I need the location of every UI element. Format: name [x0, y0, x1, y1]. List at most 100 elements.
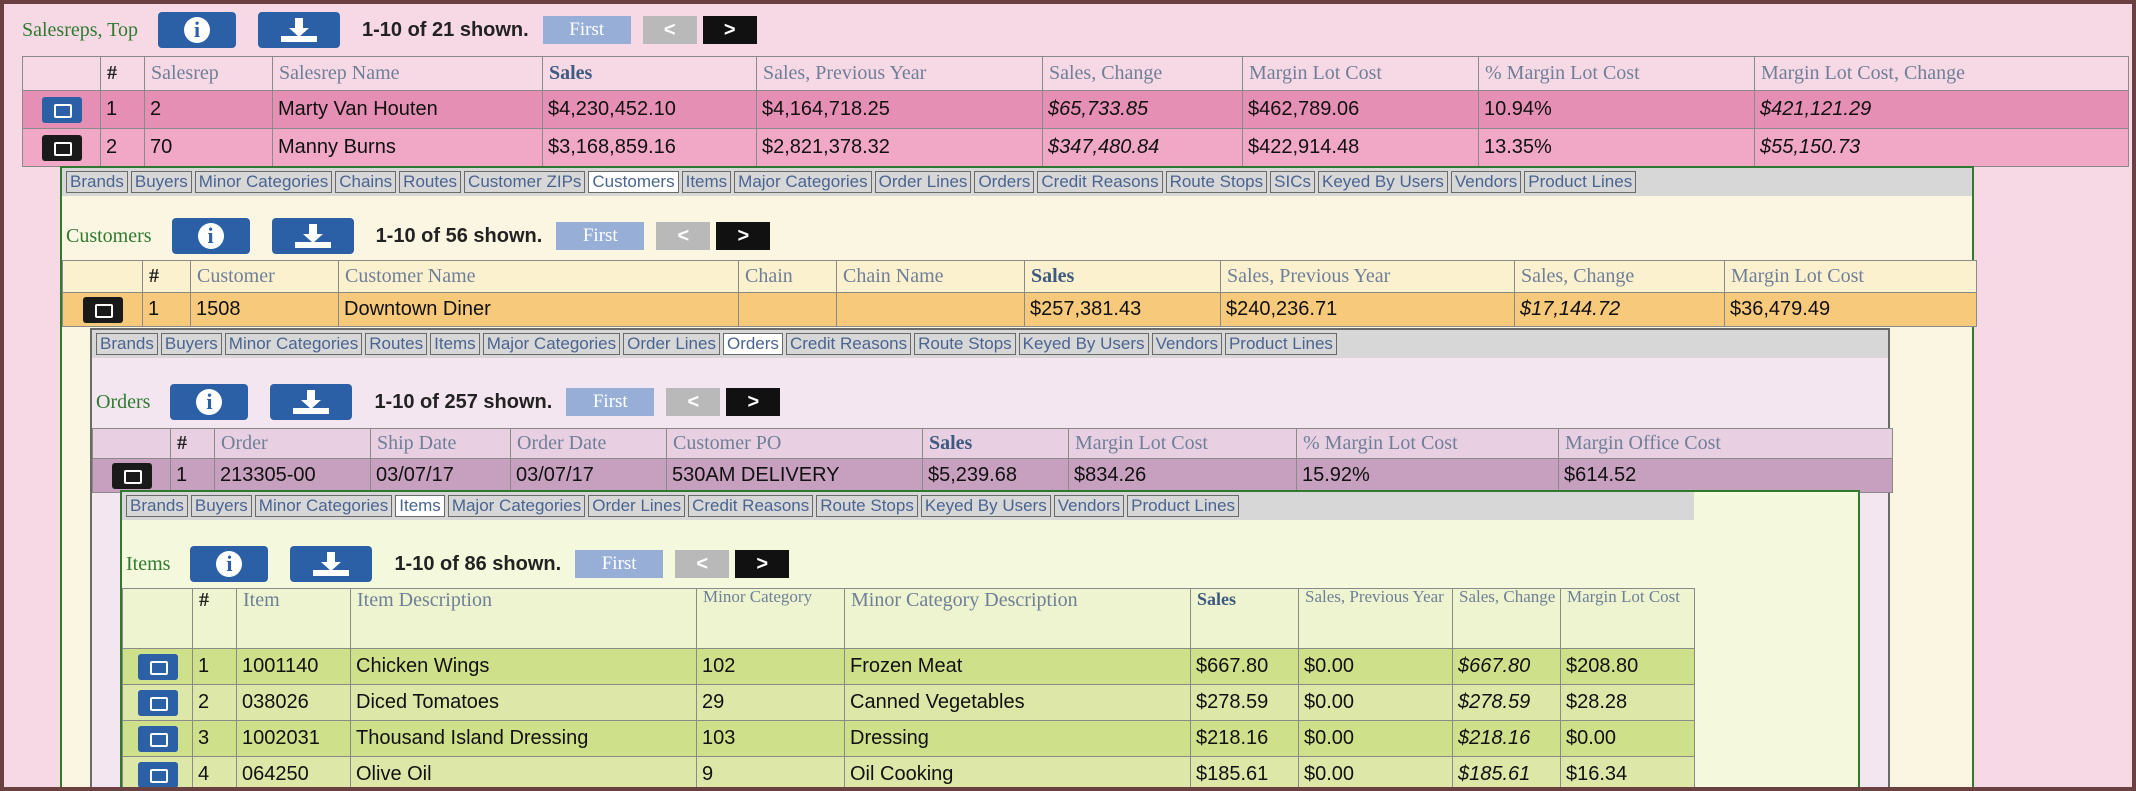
column-header[interactable]: Margin Lot Cost	[1242, 56, 1479, 91]
tab-credit-reasons[interactable]: Credit Reasons	[688, 495, 814, 517]
tab-minor-categories[interactable]: Minor Categories	[224, 333, 363, 355]
tab-credit-reasons[interactable]: Credit Reasons	[1037, 171, 1163, 193]
column-header[interactable]: #	[100, 56, 145, 91]
customers-info-button[interactable]: i	[171, 218, 250, 254]
tab-brands[interactable]: Brands	[66, 171, 128, 193]
tab-product-lines[interactable]: Product Lines	[1127, 495, 1240, 517]
column-header[interactable]: Margin Lot Cost	[1724, 260, 1977, 293]
tab-sics[interactable]: SICs	[1270, 171, 1315, 193]
column-header[interactable]: % Margin Lot Cost	[1478, 56, 1755, 91]
column-header[interactable]: Order	[214, 428, 371, 459]
collapse-row-icon[interactable]	[111, 462, 152, 489]
tab-minor-categories[interactable]: Minor Categories	[194, 171, 333, 193]
collapse-row-icon[interactable]	[82, 296, 123, 323]
column-header[interactable]: Margin Lot Cost, Change	[1754, 56, 2129, 91]
column-header[interactable]: Minor Category Description	[844, 588, 1191, 649]
column-header[interactable]: Sales, Change	[1452, 588, 1561, 649]
tab-vendors[interactable]: Vendors	[1053, 495, 1125, 517]
column-header[interactable]: Sales, Previous Year	[1298, 588, 1453, 649]
tab-buyers[interactable]: Buyers	[130, 171, 192, 193]
column-header[interactable]: % Margin Lot Cost	[1296, 428, 1559, 459]
column-header[interactable]: Item	[236, 588, 351, 649]
salesreps-download-button[interactable]	[258, 12, 340, 48]
tab-major-categories[interactable]: Major Categories	[447, 495, 586, 517]
column-header[interactable]: Salesrep Name	[272, 56, 543, 91]
orders-next-button[interactable]: >	[726, 388, 781, 416]
tab-minor-categories[interactable]: Minor Categories	[254, 495, 393, 517]
items-prev-button[interactable]: <	[675, 550, 730, 578]
column-header[interactable]: Margin Lot Cost	[1560, 588, 1695, 649]
expand-row-icon[interactable]	[137, 725, 178, 752]
column-header[interactable]: Customer	[190, 260, 339, 293]
tab-order-lines[interactable]: Order Lines	[874, 171, 972, 193]
tab-keyed-by-users[interactable]: Keyed By Users	[1317, 171, 1448, 193]
tab-product-lines[interactable]: Product Lines	[1224, 333, 1337, 355]
customers-prev-button[interactable]: <	[656, 222, 711, 250]
tab-major-categories[interactable]: Major Categories	[734, 171, 872, 193]
column-header[interactable]: Sales	[1024, 260, 1221, 293]
tab-brands[interactable]: Brands	[126, 495, 188, 517]
column-header[interactable]: #	[142, 260, 191, 293]
tab-order-lines[interactable]: Order Lines	[623, 333, 720, 355]
tab-items[interactable]: Items	[395, 495, 445, 517]
tab-items[interactable]: Items	[430, 333, 480, 355]
orders-info-button[interactable]: i	[170, 384, 249, 420]
expand-row-icon[interactable]	[137, 653, 178, 680]
column-header[interactable]: Item Description	[350, 588, 697, 649]
orders-first-button[interactable]: First	[566, 388, 655, 416]
column-header[interactable]: Customer Name	[338, 260, 739, 293]
tab-major-categories[interactable]: Major Categories	[482, 333, 621, 355]
customers-first-button[interactable]: First	[556, 222, 645, 250]
column-header[interactable]: Sales	[542, 56, 757, 91]
column-header[interactable]: Sales	[922, 428, 1069, 459]
tab-brands[interactable]: Brands	[96, 333, 158, 355]
orders-download-button[interactable]	[270, 384, 353, 420]
tab-vendors[interactable]: Vendors	[1151, 333, 1222, 355]
tab-buyers[interactable]: Buyers	[190, 495, 252, 517]
items-next-button[interactable]: >	[735, 550, 790, 578]
tab-customer-zips[interactable]: Customer ZIPs	[464, 171, 586, 193]
column-header[interactable]: Chain	[738, 260, 837, 293]
tab-chains[interactable]: Chains	[335, 171, 397, 193]
salesreps-info-button[interactable]: i	[158, 12, 236, 48]
column-header[interactable]: Sales, Previous Year	[756, 56, 1043, 91]
column-header[interactable]: Salesrep	[144, 56, 273, 91]
expand-row-icon[interactable]	[137, 689, 178, 716]
tab-credit-reasons[interactable]: Credit Reasons	[785, 333, 912, 355]
tab-vendors[interactable]: Vendors	[1450, 171, 1522, 193]
column-header[interactable]: Order Date	[510, 428, 667, 459]
tab-buyers[interactable]: Buyers	[160, 333, 222, 355]
tab-route-stops[interactable]: Route Stops	[1165, 171, 1268, 193]
column-header[interactable]: Sales, Change	[1042, 56, 1243, 91]
tab-keyed-by-users[interactable]: Keyed By Users	[1018, 333, 1149, 355]
items-download-button[interactable]	[290, 546, 373, 582]
column-header[interactable]: #	[192, 588, 237, 649]
customers-download-button[interactable]	[271, 218, 354, 254]
collapse-row-icon[interactable]	[41, 134, 82, 161]
tab-product-lines[interactable]: Product Lines	[1524, 171, 1637, 193]
salesreps-prev-button[interactable]: <	[642, 16, 697, 44]
tab-route-stops[interactable]: Route Stops	[914, 333, 1016, 355]
column-header[interactable]: Minor Category	[696, 588, 845, 649]
column-header[interactable]: Ship Date	[370, 428, 511, 459]
salesreps-first-button[interactable]: First	[542, 16, 631, 44]
tab-keyed-by-users[interactable]: Keyed By Users	[920, 495, 1051, 517]
tab-routes[interactable]: Routes	[399, 171, 462, 193]
column-header[interactable]: Sales, Change	[1514, 260, 1725, 293]
expand-row-icon[interactable]	[41, 96, 82, 123]
expand-row-icon[interactable]	[137, 761, 178, 787]
column-header[interactable]: #	[170, 428, 215, 459]
column-header[interactable]: Sales, Previous Year	[1220, 260, 1515, 293]
column-header[interactable]: Sales	[1190, 588, 1299, 649]
tab-customers[interactable]: Customers	[588, 171, 679, 193]
tab-routes[interactable]: Routes	[365, 333, 428, 355]
customers-next-button[interactable]: >	[716, 222, 771, 250]
column-header[interactable]: Chain Name	[836, 260, 1025, 293]
orders-prev-button[interactable]: <	[666, 388, 721, 416]
items-info-button[interactable]: i	[190, 546, 269, 582]
tab-orders[interactable]: Orders	[722, 333, 783, 355]
column-header[interactable]: Margin Office Cost	[1558, 428, 1893, 459]
items-first-button[interactable]: First	[575, 550, 664, 578]
column-header[interactable]: Customer PO	[666, 428, 923, 459]
column-header[interactable]: Margin Lot Cost	[1068, 428, 1297, 459]
